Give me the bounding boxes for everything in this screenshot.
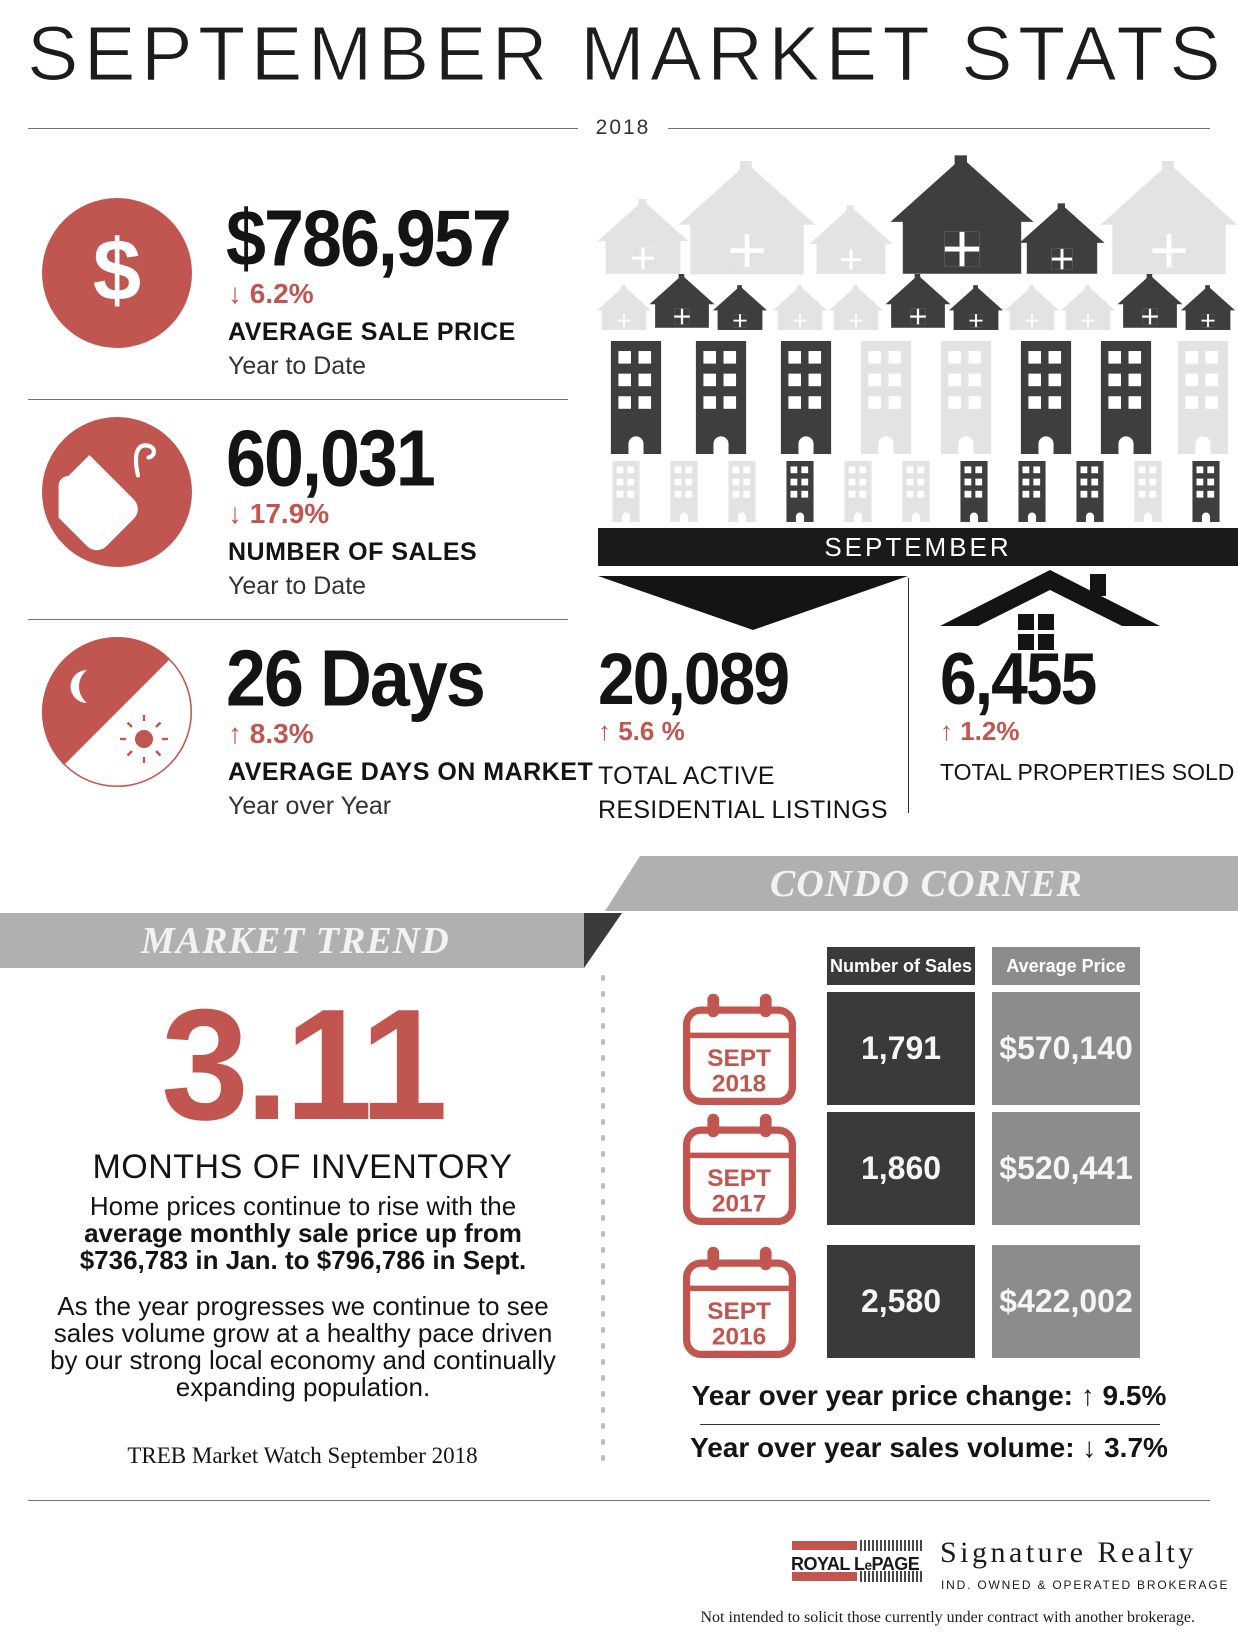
svg-text:SEPT: SEPT — [707, 1045, 771, 1072]
svg-text:2016: 2016 — [712, 1323, 766, 1350]
svg-text:2018: 2018 — [712, 1070, 766, 1097]
svg-text:SEPT: SEPT — [707, 1165, 771, 1192]
svg-text:SEPT: SEPT — [707, 1298, 771, 1325]
svg-text:2017: 2017 — [712, 1190, 766, 1217]
